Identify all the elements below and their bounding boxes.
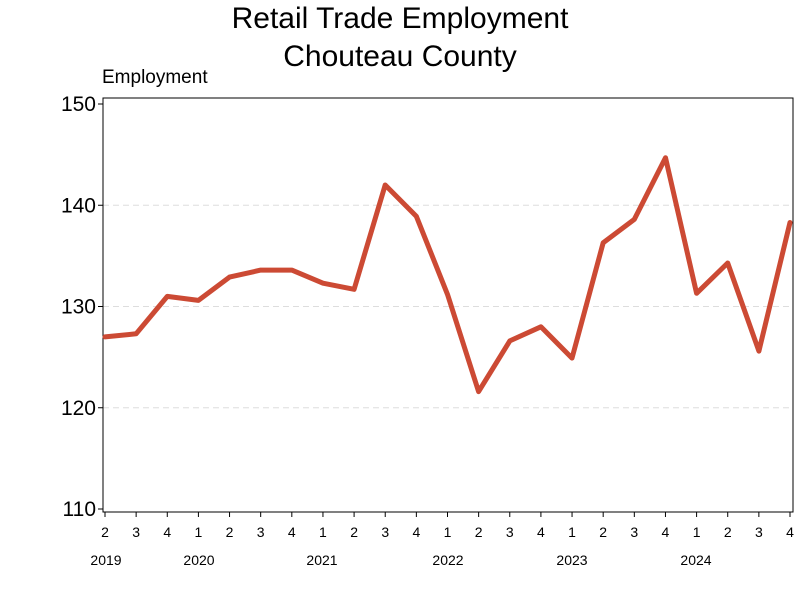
x-year-label: 2022: [432, 552, 463, 568]
data-point: [289, 268, 294, 273]
chart-subtitle: Chouteau County: [283, 40, 517, 73]
data-point: [352, 287, 357, 292]
data-point: [383, 183, 388, 187]
x-quarter-label: 3: [257, 524, 265, 540]
data-point: [134, 331, 139, 336]
data-point: [632, 217, 637, 222]
data-point: [538, 324, 543, 329]
x-quarter-label: 2: [226, 524, 234, 540]
x-quarter-label: 2: [599, 524, 607, 540]
employment-series-line: [102, 155, 793, 395]
data-point: [445, 292, 450, 297]
x-quarter-label: 2: [724, 524, 732, 540]
plot-frame: [102, 97, 794, 513]
data-point: [414, 214, 419, 219]
x-quarter-label: 4: [786, 524, 794, 540]
y-tick-label: 120: [61, 397, 96, 420]
data-point: [103, 334, 107, 339]
data-point: [320, 281, 325, 286]
x-year-label: 2024: [680, 552, 711, 568]
y-tick-label: 140: [61, 194, 96, 217]
y-tick-label: 130: [61, 296, 96, 319]
y-tick-label: 150: [61, 93, 96, 116]
y-axis-label: Employment: [102, 67, 208, 88]
x-quarter-label: 4: [163, 524, 171, 540]
data-point: [507, 338, 512, 343]
x-quarter-label: 2: [101, 524, 109, 540]
x-quarter-label: 4: [662, 524, 670, 540]
data-point: [788, 220, 792, 225]
x-year-label: 2023: [556, 552, 587, 568]
data-point: [756, 349, 761, 354]
x-year-label: 2021: [306, 552, 337, 568]
data-point: [258, 268, 263, 273]
x-quarter-label: 2: [475, 524, 483, 540]
x-year-label: 2020: [183, 552, 214, 568]
x-quarter-label: 4: [537, 524, 545, 540]
data-point: [663, 155, 668, 160]
x-quarter-label: 3: [381, 524, 389, 540]
data-point: [570, 356, 575, 361]
data-point: [694, 291, 699, 296]
x-quarter-label: 1: [693, 524, 701, 540]
x-quarter-label: 3: [755, 524, 763, 540]
data-point: [601, 240, 606, 245]
data-point: [725, 260, 730, 265]
y-tick-label: 110: [63, 498, 96, 521]
x-quarter-label: 4: [288, 524, 296, 540]
x-quarter-label: 1: [444, 524, 452, 540]
chart-title: Retail Trade Employment: [231, 2, 569, 35]
x-quarter-label: 4: [412, 524, 420, 540]
x-quarter-label: 3: [630, 524, 638, 540]
data-point: [165, 294, 170, 299]
x-quarter-label: 1: [195, 524, 203, 540]
data-point: [196, 298, 201, 303]
x-quarter-label: 2: [350, 524, 358, 540]
data-point: [476, 389, 481, 394]
x-quarter-label: 1: [568, 524, 576, 540]
x-quarter-label: 3: [132, 524, 140, 540]
x-year-label: 2019: [90, 552, 121, 568]
x-quarter-label: 3: [506, 524, 514, 540]
data-point: [227, 275, 232, 280]
x-quarter-label: 1: [319, 524, 327, 540]
